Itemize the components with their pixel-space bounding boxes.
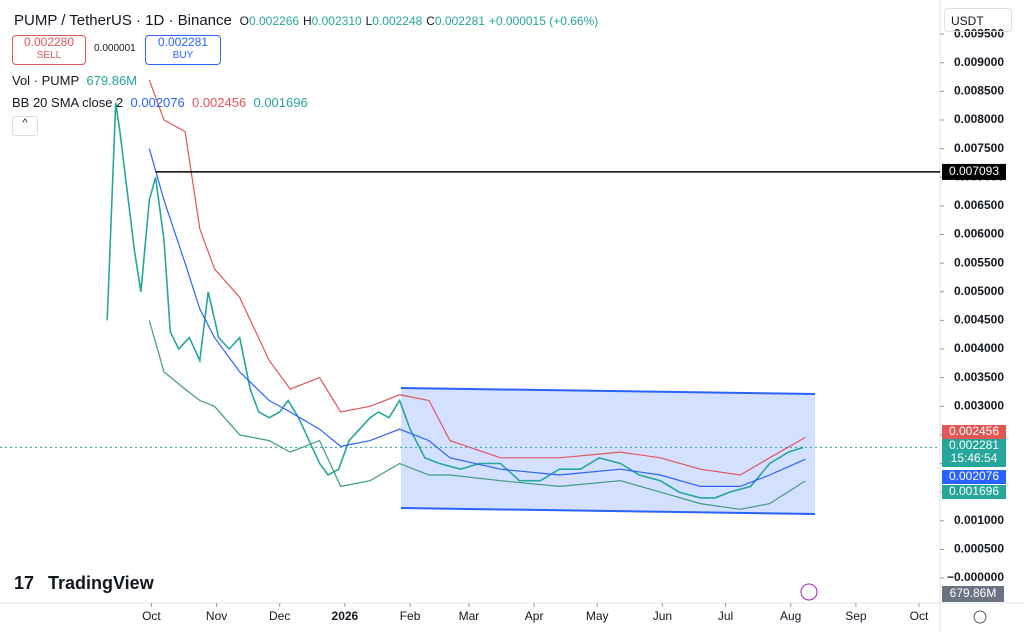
x-tick-label: Sep [845, 609, 867, 623]
alert-icon[interactable] [800, 583, 818, 601]
collapse-button[interactable]: ^ [12, 116, 38, 136]
open: O0.002266 [240, 14, 299, 28]
channel-bottom [400, 507, 816, 515]
low-value: 0.002248 [372, 14, 423, 28]
plot: −0.0000000.0005000.0010000.0015000.00200… [0, 26, 1004, 623]
symbol-row: PUMP / TetherUS · 1D · Binance O0.002266… [14, 12, 598, 29]
x-tick-label: Aug [780, 609, 801, 623]
price-label-box [942, 425, 1006, 439]
price-label: 0.001696 [949, 484, 999, 498]
bb-label: BB 20 SMA close 2 [12, 95, 124, 110]
y-tick-label: 0.005500 [954, 255, 1004, 269]
bb-basis: 0.002076 [130, 95, 185, 110]
x-tick-label: Mar [459, 609, 480, 623]
y-tick-label: 0.008500 [954, 84, 1004, 98]
channel [401, 388, 815, 514]
x-tick-label: 2026 [332, 609, 359, 623]
price-label: 0.002281 [949, 438, 999, 452]
y-tick-label: 0.004500 [954, 313, 1004, 327]
volume-legend: Vol · PUMP 679.86M [12, 73, 137, 88]
buy-label: BUY [172, 50, 194, 61]
price-label-box [942, 485, 1006, 499]
change: +0.000015 (+0.66%) [488, 14, 599, 28]
x-tick-label: Feb [400, 609, 421, 623]
high: H0.002310 [303, 14, 362, 28]
y-tick-label: 0.006000 [954, 227, 1004, 241]
y-tick-label: 0.008000 [954, 112, 1004, 126]
sell-button[interactable]: 0.002280 SELL [12, 35, 86, 65]
y-tick-label: 0.005000 [954, 284, 1004, 298]
price-label: 0.002076 [949, 469, 999, 483]
volume-axis-box [942, 586, 1004, 602]
settings-icon[interactable] [973, 610, 987, 624]
countdown: 15:46:54 [951, 451, 998, 465]
high-prefix: H [302, 14, 312, 28]
price-label: 0.002456 [949, 424, 999, 438]
sell-label: SELL [36, 50, 62, 61]
y-tick-label: 0.001000 [954, 513, 1004, 527]
close: C0.002281 [426, 14, 485, 28]
y-tick-label: 0.004000 [954, 341, 1004, 355]
open-prefix: O [239, 14, 249, 28]
volume-value: 679.86M [86, 73, 138, 88]
brand: TradingView [48, 573, 155, 593]
x-tick-label: Oct [910, 609, 929, 623]
open-value: 0.002266 [249, 14, 300, 28]
bb-lower: 0.001696 [253, 95, 308, 110]
y-tick-label: 0.006500 [954, 198, 1004, 212]
close-value: 0.002281 [434, 14, 485, 28]
currency-select[interactable]: USDT [944, 8, 1012, 32]
close-prefix: C [426, 14, 435, 28]
low: L0.002248 [366, 14, 423, 28]
y-tick-label: −0.000000 [947, 570, 1004, 584]
horizontal-line-box [942, 163, 1006, 180]
x-tick-label: May [586, 609, 609, 623]
y-tick-label: 0.009000 [954, 55, 1004, 69]
low-prefix: L [365, 14, 373, 28]
y-tick-label: 0.003000 [954, 398, 1004, 412]
x-tick-label: Nov [206, 609, 227, 623]
volume-axis-label: 679.86M [950, 586, 997, 600]
spread: 0.000001 [94, 43, 136, 54]
x-tick-label: Apr [525, 609, 544, 623]
price-label-box [942, 439, 1006, 467]
series-line [148, 320, 806, 510]
price-label-box [942, 470, 1006, 484]
high-value: 0.002310 [311, 14, 362, 28]
brand-icon: 17 [14, 573, 34, 593]
bb-legend: BB 20 SMA close 2 0.002076 0.002456 0.00… [12, 95, 308, 110]
series-line [106, 102, 804, 499]
volume-label: Vol · PUMP [12, 73, 80, 88]
y-tick-label: 0.000500 [954, 542, 1004, 556]
y-tick-label: 0.003500 [954, 370, 1004, 384]
series-line [148, 148, 806, 487]
y-tick-label: 0.009500 [954, 26, 1004, 40]
x-tick-label: Dec [269, 609, 290, 623]
x-tick-label: Jun [653, 609, 672, 623]
channel-top [400, 387, 816, 395]
sell-price: 0.002280 [23, 35, 75, 49]
x-tick-label: Oct [142, 609, 161, 623]
buy-button[interactable]: 0.002281 BUY [145, 35, 221, 65]
y-tick-label: 0.007500 [954, 141, 1004, 155]
x-tick-label: Jul [718, 609, 733, 623]
series-line [148, 79, 806, 476]
horizontal-line-label: 0.007093 [949, 164, 999, 178]
bb-upper: 0.002456 [191, 95, 247, 110]
symbol: PUMP / TetherUS · 1D · Binance [14, 12, 232, 29]
buy-price: 0.002281 [157, 35, 209, 49]
currency: USDT [951, 14, 984, 28]
